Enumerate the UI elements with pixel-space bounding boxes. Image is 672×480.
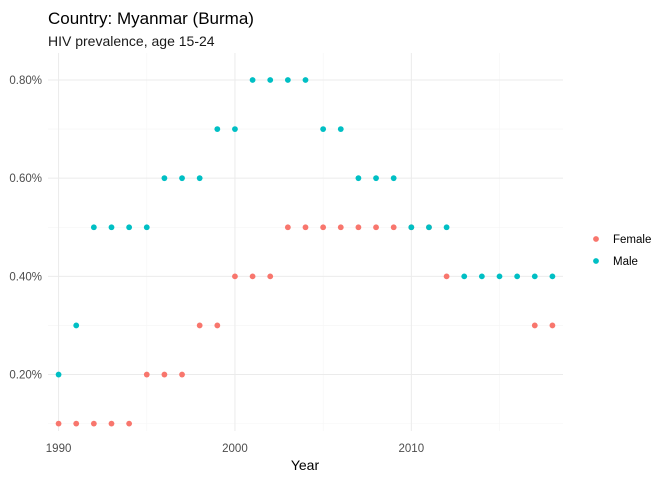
point-female (549, 322, 556, 329)
point-female (90, 420, 97, 427)
point-male (161, 175, 168, 182)
point-male (461, 273, 468, 280)
legend: Female Male (593, 234, 651, 268)
point-male (73, 322, 80, 329)
point-female (443, 273, 450, 280)
point-male (478, 273, 485, 280)
point-male (514, 273, 521, 280)
point-male (390, 175, 397, 182)
data-points (55, 77, 556, 427)
point-male (320, 126, 327, 132)
point-female (126, 420, 133, 427)
point-female (355, 224, 362, 231)
point-female (373, 224, 379, 231)
point-male (337, 126, 344, 132)
point-female (108, 420, 115, 427)
point-male (549, 273, 556, 280)
legend-key-male (593, 258, 599, 264)
point-male (302, 77, 309, 83)
point-male (531, 273, 538, 280)
point-female (337, 224, 344, 231)
point-female (143, 371, 150, 378)
point-male (443, 224, 450, 231)
point-female (196, 322, 203, 329)
x-axis-tick-labels: 1990 2000 2010 (46, 443, 424, 455)
point-female (390, 224, 397, 231)
point-male (232, 126, 238, 132)
x-tick-label: 2000 (222, 443, 248, 455)
point-male (284, 77, 291, 83)
legend-label-female: Female (613, 234, 651, 246)
point-female (531, 322, 538, 329)
point-male (426, 224, 432, 231)
legend-key-female (593, 236, 599, 242)
point-female (73, 420, 80, 427)
point-male (214, 126, 221, 132)
point-male (55, 371, 62, 378)
point-male (249, 77, 256, 83)
point-male (179, 175, 185, 182)
legend-label-male: Male (613, 256, 638, 268)
x-axis-title: Year (291, 457, 320, 473)
point-male (196, 175, 203, 182)
point-female (320, 224, 327, 231)
point-female (249, 273, 256, 280)
point-male (496, 273, 503, 280)
point-male (267, 77, 274, 83)
x-tick-label: 2010 (399, 443, 425, 455)
point-male (355, 175, 362, 182)
point-female (161, 371, 168, 378)
y-axis-tick-labels: 0.20% 0.40% 0.60% 0.80% (9, 75, 42, 382)
point-female (214, 322, 221, 329)
point-male (108, 224, 115, 231)
point-male (373, 175, 379, 182)
chart-subtitle: HIV prevalence, age 15-24 (48, 33, 215, 49)
y-tick-label: 0.60% (9, 173, 42, 185)
point-male (90, 224, 97, 231)
point-female (284, 224, 291, 231)
chart-title: Country: Myanmar (Burma) (48, 9, 254, 28)
y-tick-label: 0.20% (9, 370, 42, 382)
point-female (179, 371, 185, 378)
point-male (143, 224, 150, 231)
point-male (408, 224, 415, 231)
y-tick-label: 0.40% (9, 271, 42, 283)
gridlines (48, 53, 563, 431)
point-female (232, 273, 238, 280)
point-female (267, 273, 274, 280)
y-tick-label: 0.80% (9, 75, 42, 87)
point-male (126, 224, 133, 231)
point-female (302, 224, 309, 231)
x-tick-label: 1990 (46, 443, 72, 455)
point-female (55, 420, 62, 427)
